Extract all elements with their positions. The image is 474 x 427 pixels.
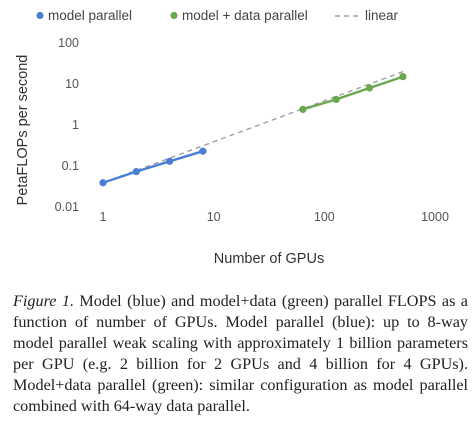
data-point-model-data-parallel [365,84,374,92]
data-point-model-parallel [132,168,140,176]
legend-marker-model-data-parallel [170,11,178,20]
y-tick-label: 1 [72,118,79,132]
legend-label-linear: linear [365,8,399,23]
axes: 0.01 0.1 1 10 100 1 10 100 1000 [55,36,449,224]
data-point-model-parallel [166,157,174,165]
data-point-model-data-parallel [332,95,340,104]
x-tick-label: 1 [100,210,107,224]
x-tick-label: 10 [207,210,221,224]
y-axis-title: PetaFLOPs per second [15,55,31,206]
chart: model parallel model + data parallel linea… [15,8,449,267]
data-point-model-data-parallel [399,73,407,81]
series-layer [99,71,407,187]
data-point-model-parallel [99,179,107,187]
series-line-model-parallel [102,150,204,184]
series-line-model-data-parallel [302,75,404,111]
x-axis-title: Number of GPUs [214,251,324,267]
data-point-model-parallel [199,147,207,155]
series-line-linear [102,71,404,184]
y-tick-label: 100 [58,36,79,50]
y-tick-label: 10 [65,77,79,91]
legend-label-model-parallel: model parallel [48,8,132,23]
legend-marker-model-parallel [36,11,44,20]
y-tick-label: 0.01 [55,200,79,214]
legend-label-model-data-parallel: model + data parallel [182,8,308,23]
x-tick-label: 100 [314,210,335,224]
figure-label: Figure 1. [13,292,74,310]
data-point-model-data-parallel [299,105,307,114]
caption-text: Model (blue) and model+data (green) para… [13,292,468,415]
x-tick-label: 1000 [421,210,449,224]
y-tick-label: 0.1 [62,159,79,173]
legend: model parallel model + data parallel linea… [36,8,399,23]
figure-caption: Figure 1. Model (blue) and model+data (g… [13,291,468,417]
